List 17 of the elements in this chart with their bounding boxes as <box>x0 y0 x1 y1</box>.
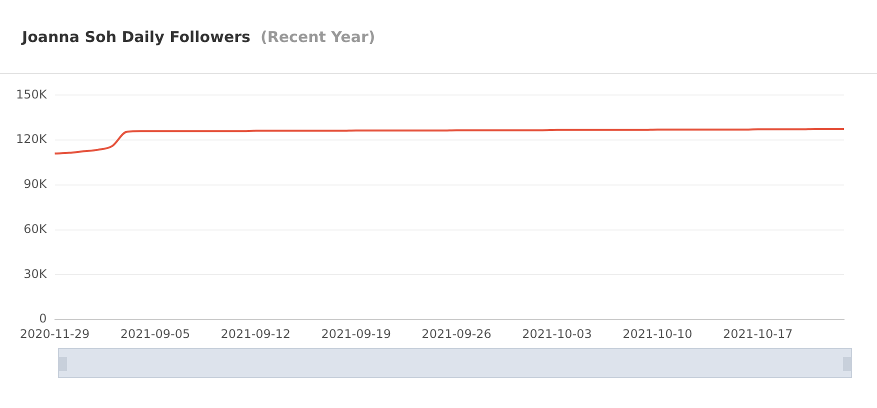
x-tick-label: 2020-11-29 <box>20 326 90 341</box>
chart-title: Joanna Soh Daily Followers <box>22 28 250 46</box>
x-tick-label: 2021-09-26 <box>422 326 492 341</box>
y-tick-label: 0 <box>39 312 47 326</box>
y-tick-label: 90K <box>24 177 48 192</box>
x-tick-label: 2021-10-10 <box>622 326 692 341</box>
x-tick-label: 2021-10-03 <box>522 326 592 341</box>
chart-subtitle: (Recent Year) <box>260 28 376 46</box>
y-tick-label: 150K <box>16 87 48 102</box>
y-tick-label: 60K <box>24 222 48 236</box>
x-tick-label: 2021-09-05 <box>120 326 190 341</box>
y-tick-label: 120K <box>16 132 48 146</box>
y-tick-label: 30K <box>24 266 48 281</box>
x-tick-label: 2021-09-12 <box>220 326 291 341</box>
line-series <box>54 128 845 155</box>
x-tick-label: 2021-10-17 <box>723 326 793 341</box>
x-tick-label: 2021-09-19 <box>321 326 391 341</box>
